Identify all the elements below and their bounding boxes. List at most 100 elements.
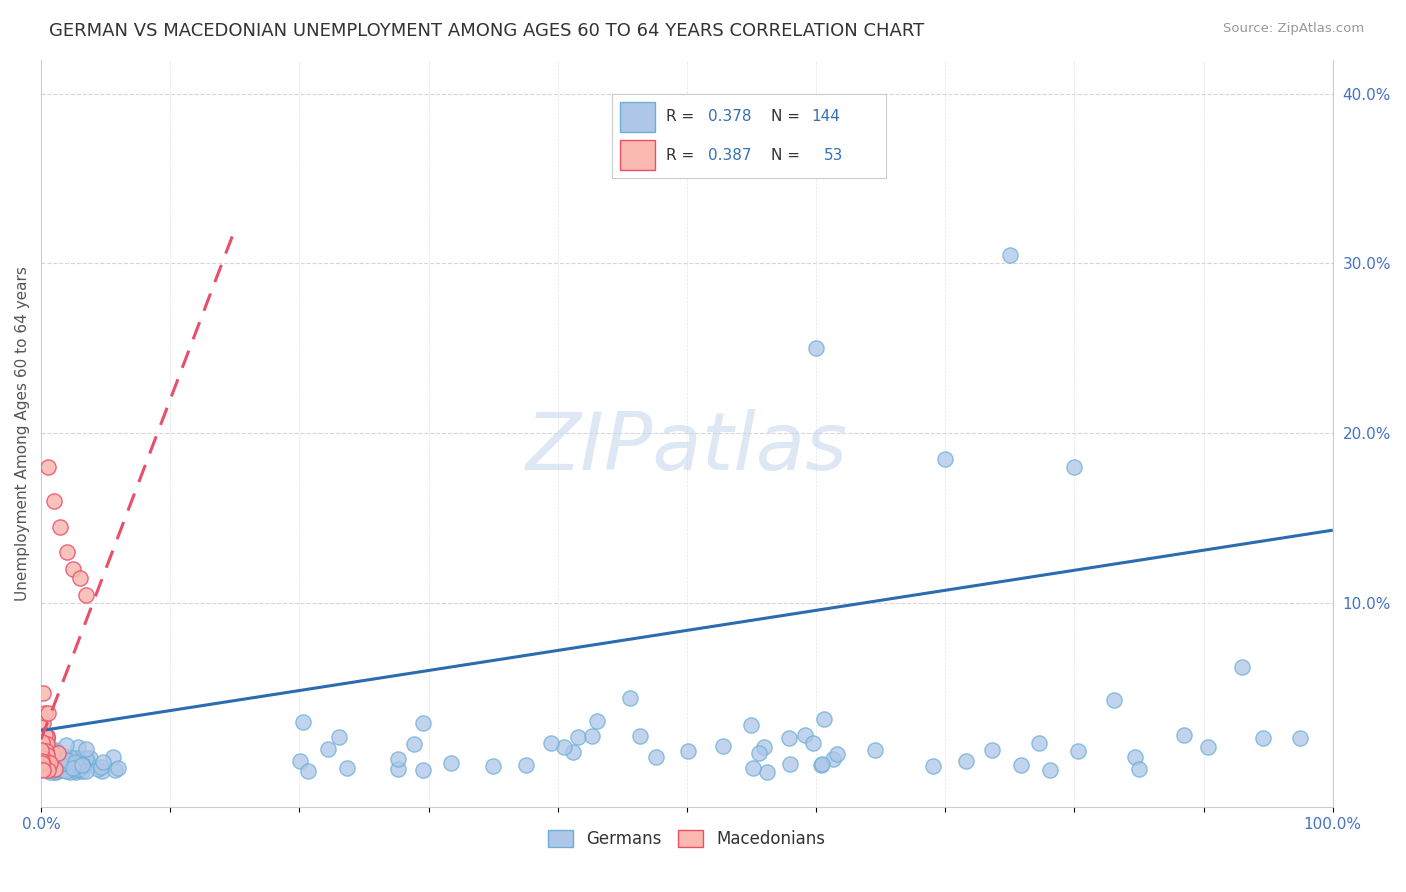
Point (1173, 728, 1195, 742)
Point (42, 744, 65, 758)
Point (31, 747, 53, 761)
Point (87, 762, 110, 776)
Point (1028, 736, 1050, 750)
Point (35, 757, 58, 772)
Point (619, 691, 641, 706)
Point (38, 750, 60, 764)
Point (31, 744, 53, 758)
Point (41, 746, 63, 760)
Point (32, 739, 55, 753)
Point (32, 734, 55, 748)
Point (804, 342, 827, 356)
Point (863, 742, 886, 756)
Point (72, 758, 94, 772)
Point (562, 745, 585, 759)
Point (58, 758, 80, 772)
Point (1063, 460, 1085, 475)
Point (540, 736, 562, 750)
Point (55, 738, 77, 752)
Point (711, 739, 734, 754)
Point (31, 756, 53, 770)
Point (34, 748, 56, 763)
Point (32, 756, 55, 771)
Point (1128, 763, 1150, 777)
Point (38, 756, 60, 771)
Point (53, 763, 76, 777)
Point (60, 761, 83, 775)
Point (998, 248, 1021, 262)
Point (34, 746, 56, 760)
Y-axis label: Unemployment Among Ages 60 to 64 years: Unemployment Among Ages 60 to 64 years (15, 266, 30, 601)
Point (42, 760, 65, 774)
Point (37, 750, 59, 764)
Bar (620, 140, 655, 169)
Text: GERMAN VS MACEDONIAN UNEMPLOYMENT AMONG AGES 60 TO 64 YEARS CORRELATION CHART: GERMAN VS MACEDONIAN UNEMPLOYMENT AMONG … (49, 22, 925, 40)
Text: R =: R = (666, 147, 700, 162)
Point (831, 137, 853, 152)
Point (32, 751, 55, 765)
Point (292, 714, 315, 729)
Point (37, 731, 59, 745)
Point (35, 743, 58, 757)
Point (39, 747, 62, 761)
Point (34, 760, 56, 774)
Point (39, 758, 62, 772)
Bar (620, 103, 655, 132)
Point (66, 740, 89, 755)
Point (55, 764, 77, 778)
Point (748, 746, 770, 760)
Point (39, 747, 62, 761)
Point (316, 742, 339, 756)
Text: 53: 53 (824, 147, 844, 162)
Point (31, 747, 53, 761)
Point (52, 763, 75, 777)
Point (31, 756, 53, 770)
Point (37, 737, 59, 751)
Point (404, 738, 426, 752)
Point (676, 744, 699, 758)
Point (823, 752, 845, 766)
Point (55, 763, 77, 777)
Point (387, 762, 409, 776)
Point (297, 764, 319, 779)
Point (30, 742, 52, 756)
Point (65, 765, 87, 780)
Point (813, 712, 835, 726)
Point (42, 494, 65, 508)
Point (32, 762, 55, 776)
Point (101, 750, 124, 764)
Text: Source: ZipAtlas.com: Source: ZipAtlas.com (1223, 22, 1364, 36)
Point (49, 520, 72, 534)
Point (794, 728, 817, 742)
Point (37, 756, 59, 770)
Point (742, 761, 765, 775)
Point (387, 752, 409, 766)
Point (107, 761, 129, 775)
Point (67, 762, 90, 776)
Point (55, 756, 77, 771)
Point (45, 764, 67, 779)
Point (52, 748, 75, 763)
Point (32, 759, 55, 773)
Point (37, 747, 59, 762)
Point (66, 757, 89, 772)
Point (72, 759, 94, 773)
Text: 0.387: 0.387 (707, 147, 751, 162)
Point (44, 750, 66, 764)
Point (328, 730, 350, 744)
Point (1067, 744, 1090, 758)
Point (1197, 740, 1219, 755)
Point (1289, 731, 1312, 745)
Point (779, 756, 801, 771)
Point (803, 736, 825, 750)
Point (628, 729, 651, 743)
Point (553, 740, 575, 755)
Point (482, 759, 505, 773)
Point (740, 717, 762, 731)
Point (91, 764, 114, 778)
Point (44, 760, 66, 774)
Point (31, 755, 53, 769)
Point (91, 755, 114, 769)
Point (645, 750, 668, 764)
Point (810, 757, 832, 772)
